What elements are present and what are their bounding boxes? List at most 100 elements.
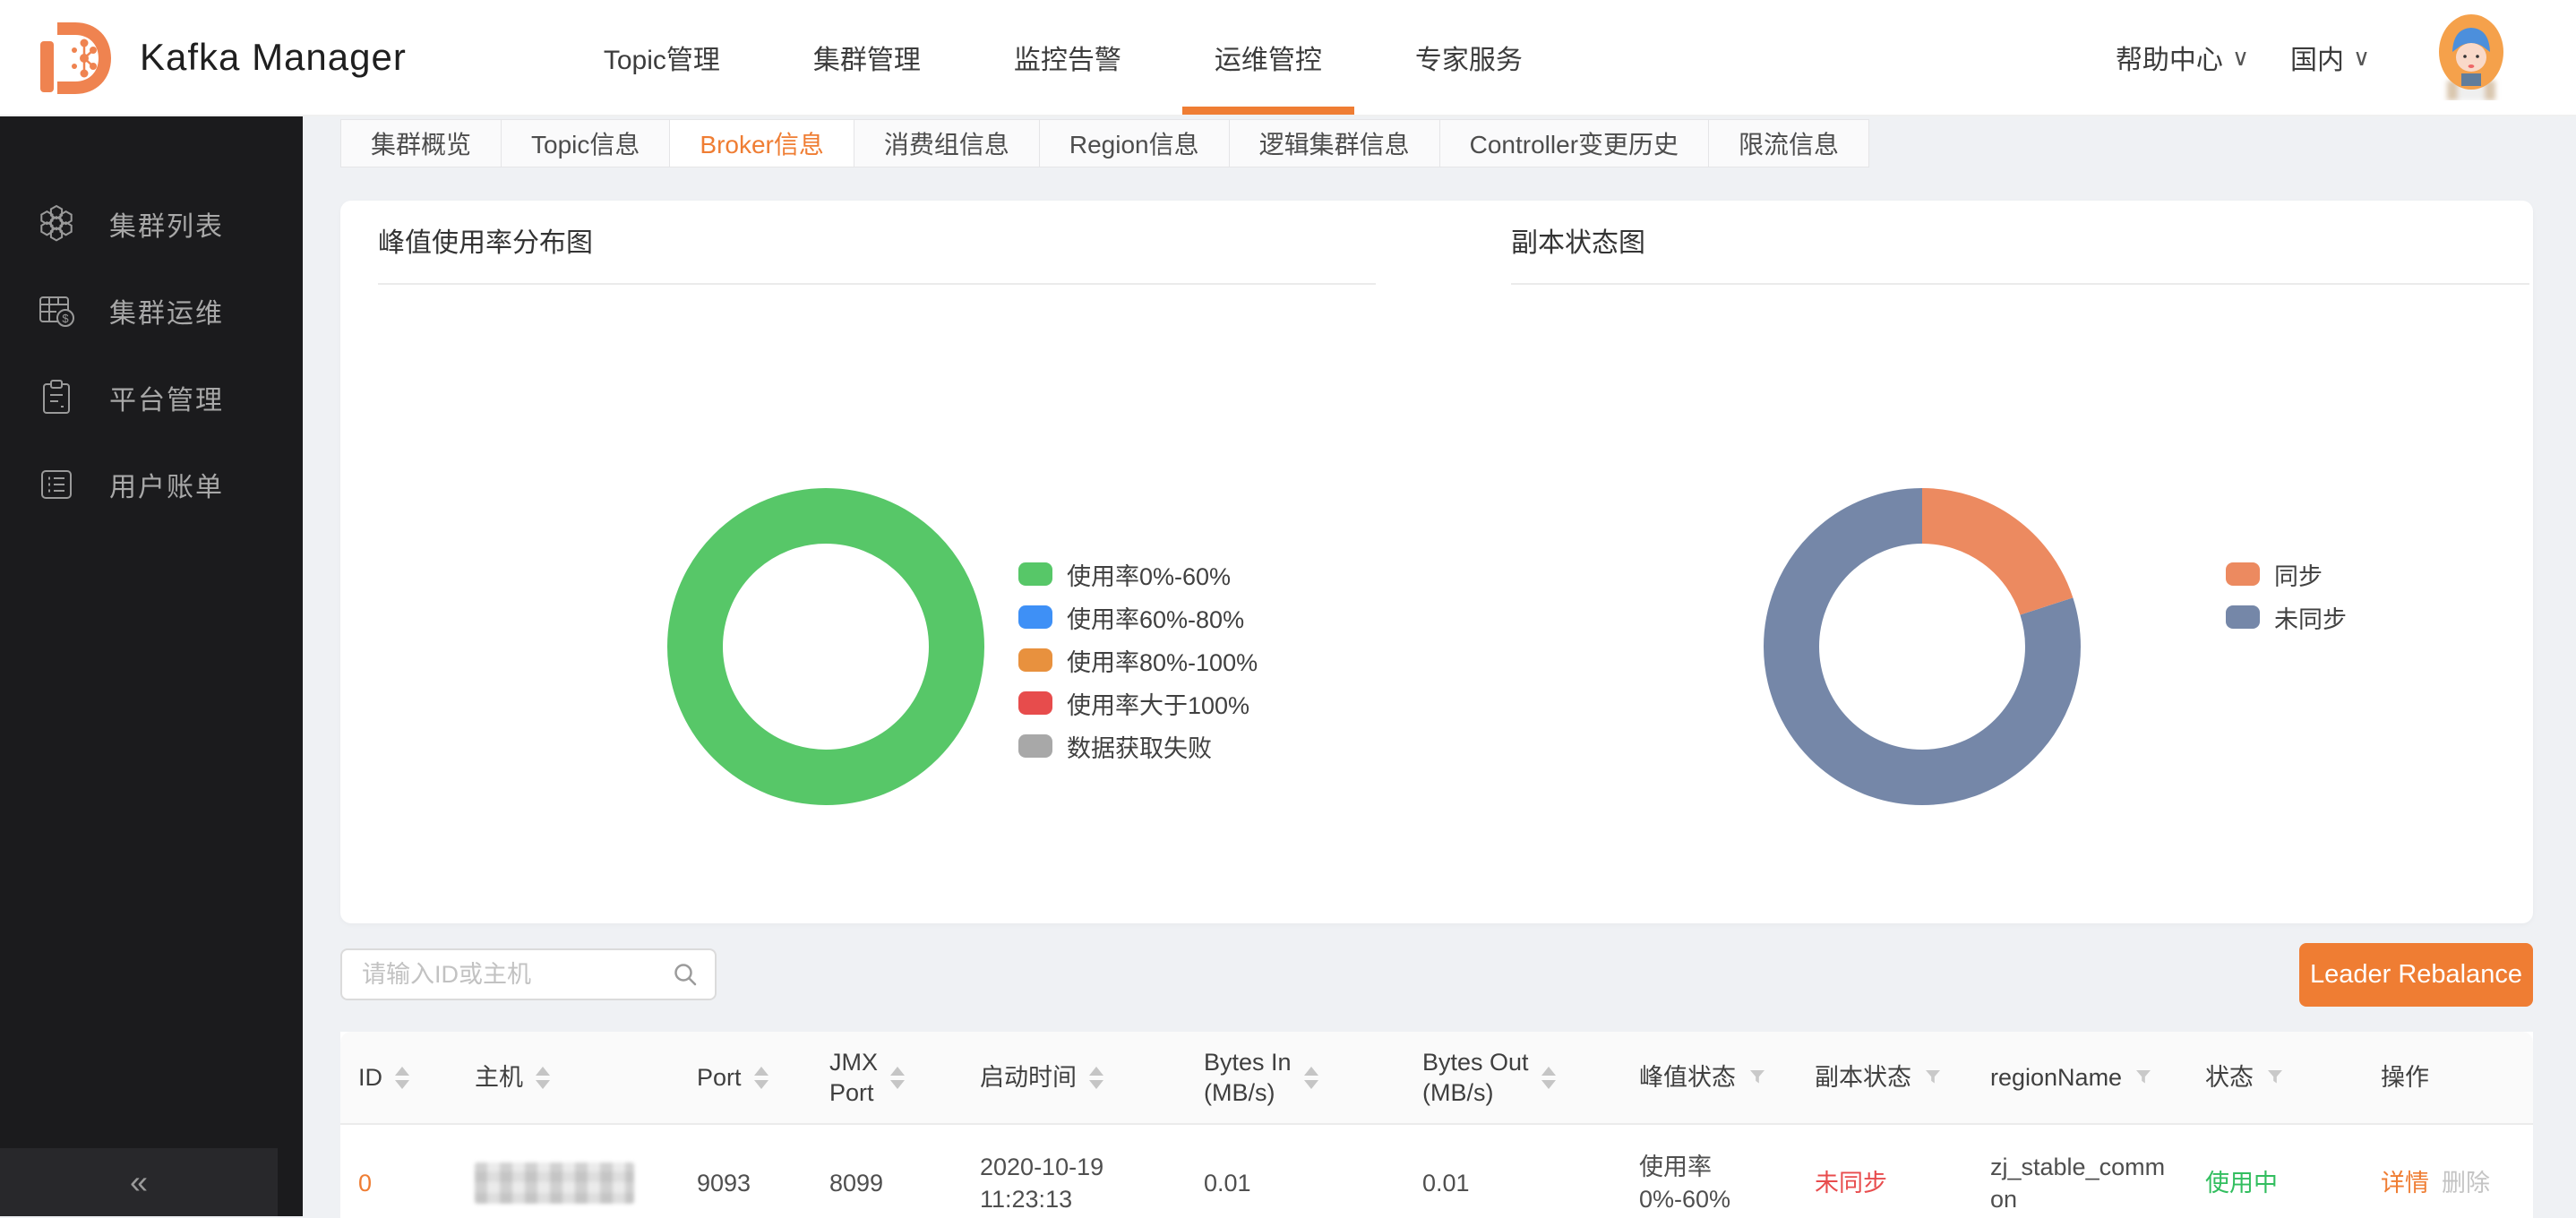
table-dollar-icon: $ [39,296,74,327]
tab-cluster-overview[interactable]: 集群概览 [340,119,502,167]
col-header-start-time[interactable]: 启动时间 [962,1032,1186,1125]
legend-item[interactable]: 使用率80%-100% [1018,648,1258,676]
col-header-host[interactable]: 主机 [457,1032,679,1125]
filter-funnel-icon[interactable] [2266,1068,2284,1086]
replica-status-donut-chart: 同步 未同步 [1511,285,2529,912]
cell-actions: 详情 删除 [2363,1125,2533,1218]
svg-text:$: $ [62,312,69,325]
cell-replica-status: 未同步 [1797,1125,1972,1218]
tab-broker-info[interactable]: Broker信息 [669,119,854,167]
replica-status-chart-title: 副本状态图 [1511,228,1645,258]
primary-nav: Topic管理 集群管理 监控告警 运维管控 专家服务 [604,0,1523,115]
tab-throttle-info[interactable]: 限流信息 [1708,119,1870,167]
brand[interactable]: Kafka Manager [36,17,407,98]
broker-id-link[interactable]: 0 [358,1170,373,1197]
honeycomb-cluster-icon [40,204,73,242]
col-header-port[interactable]: Port [679,1032,811,1125]
col-header-bytes-out[interactable]: Bytes Out (MB/s) [1404,1032,1621,1125]
broker-search-box [340,948,717,1000]
nav-topic-management[interactable]: Topic管理 [603,46,720,75]
col-header-status[interactable]: 状态 [2187,1032,2363,1125]
sidebar: 集群列表 $ 集群运维 平台管理 [0,116,303,1216]
cell-port: 9093 [679,1125,811,1218]
peak-usage-legend: 使用率0%-60% 使用率60%-80% 使用率80%-100% 使用 [1018,562,1258,777]
magnifier-icon[interactable] [672,961,699,988]
legend-swatch [1018,605,1052,629]
broker-table-row: 0 9093 8099 2020-10-19 11:23:13 0.01 0.0… [340,1125,2533,1218]
list-bill-icon [41,470,72,499]
sort-icon[interactable] [536,1066,550,1089]
sort-icon[interactable] [1541,1066,1556,1089]
col-header-id[interactable]: ID [340,1032,457,1125]
sort-icon[interactable] [890,1066,905,1089]
broker-table: ID 主机 Port JMX Port 启动时间 [340,1032,2533,1218]
sort-icon[interactable] [753,1066,769,1089]
tab-consumer-group-info[interactable]: 消费组信息 [853,119,1040,167]
top-navbar: Kafka Manager Topic管理 集群管理 监控告警 运维管控 专家服… [0,0,2576,116]
filter-funnel-icon[interactable] [2134,1068,2152,1086]
delete-link[interactable]: 删除 [2442,1170,2490,1197]
legend-swatch [1018,691,1052,715]
nav-expert-service[interactable]: 专家服务 [1414,46,1523,75]
app-title: Kafka Manager [140,36,407,78]
kafka-d-logo-icon [40,22,111,94]
legend-item[interactable]: 使用率大于100% [1018,691,1258,719]
search-input[interactable] [362,960,672,989]
col-header-replica-status[interactable]: 副本状态 [1797,1032,1972,1125]
legend-swatch [2226,605,2260,629]
sidebar-item-cluster-list[interactable]: 集群列表 [0,201,303,247]
cell-jmx-port: 8099 [811,1125,962,1218]
tab-logical-cluster-info[interactable]: 逻辑集群信息 [1228,119,1440,167]
clipboard-icon [43,380,70,414]
sort-icon[interactable] [395,1066,409,1089]
cell-status: 使用中 [2187,1125,2363,1218]
legend-item[interactable]: 数据获取失败 [1018,734,1258,762]
user-avatar[interactable] [2438,14,2504,100]
host-redacted [475,1162,634,1204]
legend-item[interactable]: 使用率0%-60% [1018,562,1258,590]
table-header-row: ID 主机 Port JMX Port 启动时间 [340,1032,2533,1125]
col-header-peak-status[interactable]: 峰值状态 [1621,1032,1797,1125]
legend-item[interactable]: 同步 [2226,562,2347,590]
help-center-menu[interactable]: 帮助中心 ∨ [2115,43,2249,76]
cell-peak-status: 使用率 0%-60% [1621,1125,1797,1218]
chevron-down-icon: ∨ [2352,43,2370,71]
sidebar-item-cluster-ops[interactable]: $ 集群运维 [0,287,303,334]
sidebar-item-user-billing[interactable]: 用户账单 [0,461,303,508]
peak-usage-chart-title: 峰值使用率分布图 [378,228,593,258]
filter-funnel-icon[interactable] [1924,1068,1942,1086]
chevron-down-icon: ∨ [2231,43,2249,71]
sort-icon[interactable] [1303,1066,1318,1089]
legend-swatch [1018,648,1052,672]
tab-controller-history[interactable]: Controller变更历史 [1438,119,1710,167]
legend-item[interactable]: 未同步 [2226,605,2347,633]
legend-item[interactable]: 使用率60%-80% [1018,605,1258,633]
leader-rebalance-button[interactable]: Leader Rebalance [2299,942,2533,1007]
replica-status-legend: 同步 未同步 [2226,562,2347,648]
peak-usage-donut-chart: 使用率0%-60% 使用率60%-80% 使用率80%-100% 使用 [378,285,1376,912]
col-header-bytes-in[interactable]: Bytes In (MB/s) [1186,1032,1404,1125]
nav-ops-control[interactable]: 运维管控 [1181,0,1354,115]
sort-icon[interactable] [1089,1066,1103,1089]
legend-swatch [1018,562,1052,586]
cell-region-name: zj_stable_common [1972,1125,2187,1218]
filter-funnel-icon[interactable] [1748,1068,1766,1086]
tab-topic-info[interactable]: Topic信息 [501,119,671,167]
nav-monitor-alert[interactable]: 监控告警 [1013,46,1121,75]
cell-bytes-out: 0.01 [1404,1125,1621,1218]
region-selector[interactable]: 国内 ∨ [2289,43,2370,76]
cluster-tabs: 集群概览 Topic信息 Broker信息 消费组信息 Region信息 逻辑集… [340,119,1870,167]
legend-swatch [1018,734,1052,758]
cell-bytes-in: 0.01 [1186,1125,1404,1218]
tab-region-info[interactable]: Region信息 [1038,119,1230,167]
charts-panel: 峰值使用率分布图 使用率0%-60% 使用率60%-80% [340,201,2533,923]
col-header-actions: 操作 [2363,1032,2533,1125]
sidebar-collapse-button[interactable]: « [0,1148,278,1216]
detail-link[interactable]: 详情 [2381,1170,2429,1197]
col-header-region-name[interactable]: regionName [1972,1032,2187,1125]
legend-swatch [2226,562,2260,586]
sidebar-item-platform-admin[interactable]: 平台管理 [0,374,303,421]
nav-cluster-management[interactable]: 集群管理 [812,46,921,75]
collapse-left-icon: « [129,1163,149,1200]
col-header-jmx-port[interactable]: JMX Port [811,1032,962,1125]
